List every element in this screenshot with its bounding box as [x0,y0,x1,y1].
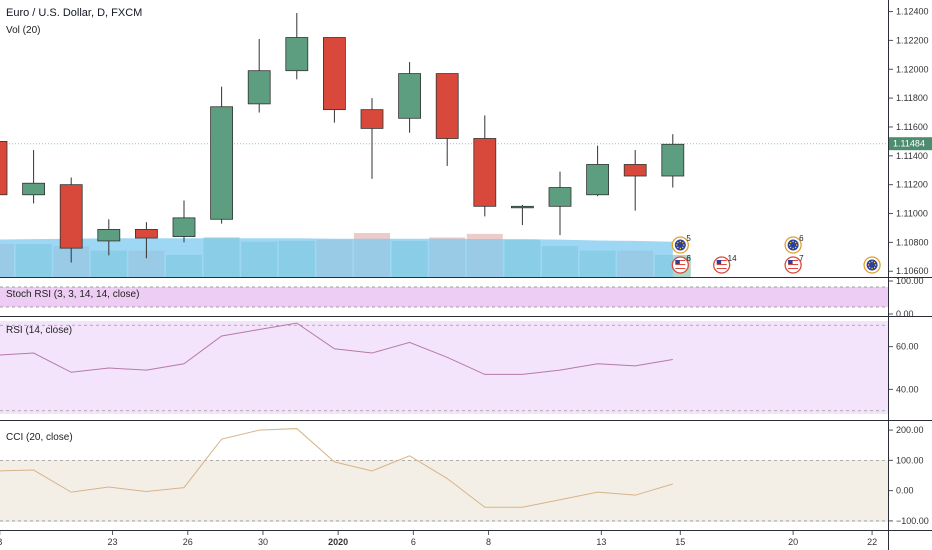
candle[interactable] [435,73,459,139]
candle[interactable] [210,106,234,220]
eu-event-icon[interactable] [863,256,881,274]
candle[interactable] [360,109,384,129]
indicator-layer [0,322,673,508]
time-tick-label: 8 [0,537,2,547]
candle[interactable] [661,143,685,177]
us-event-icon[interactable]: 6 [671,254,691,274]
current-price-tag [889,137,932,151]
candle[interactable] [322,37,346,111]
candle[interactable] [247,70,271,105]
time-tick-label: 22 [867,537,877,547]
cci-line [0,428,673,508]
time-tick-label: 23 [108,537,118,547]
price-tick-label: 1.12400 [896,7,929,17]
time-tick-label: 13 [596,537,606,547]
price-tick-label: 1.11400 [896,151,928,161]
candle[interactable] [59,184,83,249]
time-tick-label: 30 [258,537,268,547]
price-tick-label: 1.10800 [896,237,929,247]
time-tick-label: 26 [183,537,193,547]
volume-label: Vol (20) [6,25,40,36]
candles-layer[interactable] [0,12,685,263]
rsi-tick-label: 40.00 [896,384,919,394]
candle[interactable] [398,73,422,119]
candle[interactable] [172,217,196,238]
price-tick-label: 1.11000 [896,209,928,219]
time-tick-label: 6 [411,537,416,547]
time-tick-label: 20 [788,537,798,547]
rsi-label: RSI (14, close) [6,325,72,336]
chart-title: Euro / U.S. Dollar, D, FXCM [6,7,142,19]
stoch-rsi-tick-label: 100.00 [896,276,924,286]
stoch-rsi-tick-label: 0.00 [896,309,914,319]
time-tick-label: 2020 [328,537,348,547]
us-event-icon[interactable]: 7 [784,254,804,274]
price-tick-label: 1.12200 [896,35,929,45]
cci-tick-label: 0.00 [896,486,914,496]
us-event-icon[interactable]: 14 [713,254,737,274]
event-count: 6 [686,254,691,263]
candle[interactable] [134,228,158,239]
candle[interactable] [548,187,572,207]
price-tick-label: 1.10600 [896,266,929,276]
candle[interactable] [285,37,309,72]
rsi-tick-label: 60.00 [896,342,919,352]
event-count: 5 [686,234,691,243]
eu-event-icon[interactable]: 6 [784,234,804,254]
price-tick-label: 1.12000 [896,64,929,74]
stoch-rsi-band [0,287,888,307]
price-tick-label: 1.11800 [896,93,928,103]
cci-tick-label: 200.00 [896,425,924,435]
price-tick-label: 1.11600 [896,122,928,132]
axis-layer[interactable]: 1.12400 1.12200 1.12000 1.11800 1.11600 1.114… [0,7,929,547]
time-tick-label: 8 [486,537,491,547]
cci-tick-label: 100.00 [896,455,924,465]
current-price-label: 1.11484 [893,139,925,149]
cci-label: CCI (20, close) [6,432,73,443]
candle[interactable] [586,164,609,196]
candle[interactable] [22,182,46,196]
candle[interactable] [0,140,8,196]
grid-layer [0,143,888,522]
volume-ma-area [0,238,673,277]
price-tick-label: 1.11200 [896,180,928,190]
time-tick-label: 15 [675,537,685,547]
rsi-line [0,322,673,375]
candle[interactable] [510,205,534,209]
events-layer[interactable]: 5 6 14 6 7 [671,234,881,274]
cci-band [0,460,888,522]
event-count: 6 [799,234,804,243]
rsi-band [0,321,888,414]
candle[interactable] [97,228,121,242]
event-count: 14 [728,254,737,263]
event-count: 7 [799,254,804,263]
eu-event-icon[interactable]: 5 [671,234,691,254]
candle[interactable] [623,164,647,177]
cci-tick-label: −100.00 [896,516,929,526]
stoch-rsi-label: Stoch RSI (3, 3, 14, 14, close) [6,289,139,300]
candle[interactable] [473,138,497,207]
